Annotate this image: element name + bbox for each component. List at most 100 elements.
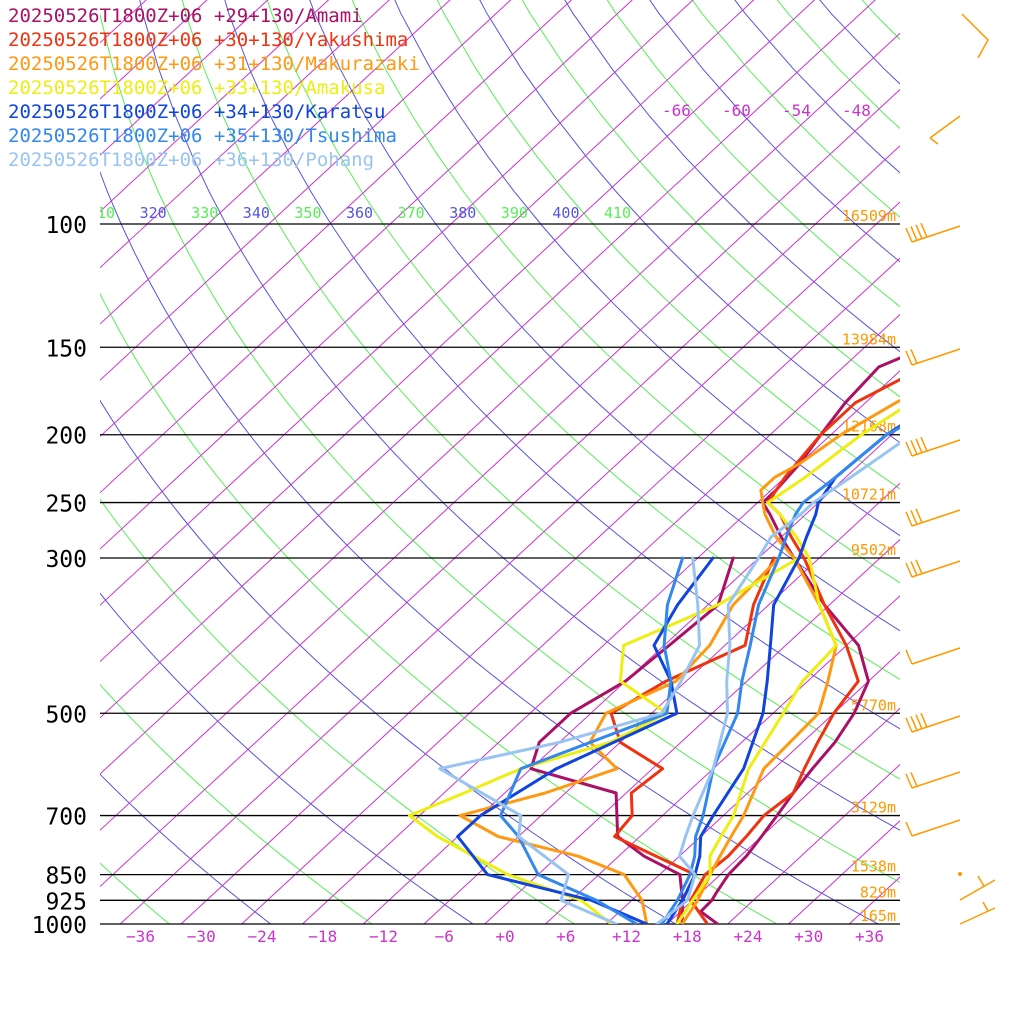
dewpoint-line: [456, 556, 715, 924]
temperature-tick-label: +6: [556, 927, 575, 946]
legend-entry: 20250526T1800Z+06 +34+130/Karatsu: [8, 101, 386, 123]
wind-barb: [958, 872, 996, 925]
temperature-tick-label: −30: [187, 927, 216, 946]
wind-barb: [905, 436, 961, 457]
isotherm: [423, 482, 900, 924]
pressure-tick-label: 300: [45, 547, 87, 573]
wind-barb: [905, 771, 961, 789]
dry-adiabat: [100, 592, 474, 924]
isotherm: [100, 0, 390, 269]
temperature-tick-label: +36: [855, 927, 884, 946]
temperature-tick-label: −18: [308, 927, 337, 946]
height-label: 1538m: [851, 858, 896, 876]
pressure-tick-label: 700: [45, 805, 87, 831]
isotherm: [362, 426, 900, 924]
temperature-tick-label: +24: [734, 927, 763, 946]
isotherm: [848, 876, 900, 924]
pressure-tick-label: 925: [45, 889, 87, 915]
chart-legend: 20250526T1800Z+06 +29+130/Amami 20250526T…: [8, 4, 420, 172]
temperature-tick-label: +30: [794, 927, 823, 946]
temperature-line: [675, 408, 900, 924]
theta-label: 400: [552, 204, 579, 222]
isotherm: [484, 538, 900, 924]
wind-barb: [905, 508, 961, 527]
legend-entry: 20250526T1800Z+06 +36+130/Pohang: [8, 149, 375, 171]
isotherm-label: -54: [782, 101, 811, 120]
temperature-tick-label: −6: [435, 927, 454, 946]
wind-barb: [905, 222, 961, 243]
isotherm-label: -48: [842, 101, 871, 120]
theta-label: 380: [449, 204, 476, 222]
dry-adiabat: [649, 0, 900, 263]
temperature-tick-label: +18: [673, 927, 702, 946]
isotherm: [971, 0, 1024, 924]
theta-label: 350: [294, 204, 321, 222]
dewpoint-line: [458, 556, 781, 924]
height-label: 16509m: [842, 207, 896, 225]
pressure-tick-label: 100: [45, 213, 87, 239]
pressure-tick-label: 850: [45, 864, 87, 890]
theta-label: 390: [501, 204, 528, 222]
dry-adiabat: [855, 0, 1024, 924]
wind-barb: [905, 712, 961, 733]
dry-adiabat: [479, 0, 900, 444]
theta-label: 330: [191, 204, 218, 222]
theta-label: 410: [604, 204, 631, 222]
temperature-line: [660, 425, 900, 924]
isotherm: [727, 763, 900, 924]
dry-adiabat: [100, 683, 373, 924]
temperature-line: [689, 377, 900, 924]
pressure-tick-label: 250: [45, 492, 87, 518]
dewpoint-line: [499, 556, 685, 924]
isotherm: [910, 0, 1024, 924]
pressure-tick-label: 150: [45, 336, 87, 362]
dry-adiabat: [776, 0, 900, 130]
dry-adiabat: [564, 0, 900, 353]
theta-label: 320: [140, 204, 167, 222]
theta-label: 340: [243, 204, 270, 222]
pressure-tick-label: 500: [45, 702, 87, 728]
dry-adiabat: [100, 862, 170, 924]
isotherm: [605, 651, 900, 924]
isotherm-label: -66: [662, 101, 691, 120]
dry-adiabat: [100, 773, 271, 924]
legend-entry: 20250526T1800Z+06 +33+130/Amakusa: [8, 77, 386, 99]
temperature-line: [680, 398, 900, 924]
wind-barb: [905, 819, 961, 837]
temperature-tick-label: +12: [612, 927, 641, 946]
wind-barb: [905, 348, 961, 366]
height-label: 13984m: [842, 330, 896, 348]
wind-barbs: [905, 13, 996, 925]
legend-entry: 20250526T1800Z+06 +30+130/Yakushima: [8, 29, 409, 51]
isotherm: [545, 595, 900, 924]
isotherm: [100, 0, 451, 325]
dry-adiabat: [895, 0, 1024, 924]
height-label: 3129m: [851, 799, 896, 817]
temperature-line: [665, 424, 900, 924]
temperature-line: [655, 441, 900, 924]
isotherm: [100, 0, 330, 213]
isotherm: [100, 0, 269, 156]
wind-barb: [929, 115, 961, 145]
dry-adiabat: [100, 498, 575, 924]
temperature-tick-label: +0: [495, 927, 514, 946]
isotherm: [666, 707, 900, 924]
temperature-tick-label: −24: [248, 927, 277, 946]
isotherm-label: -60: [722, 101, 751, 120]
dewpoint-line: [438, 556, 701, 924]
pressure-tick-label: 200: [45, 424, 87, 450]
height-label: 165m: [860, 907, 896, 925]
temperature-tick-label: −12: [369, 927, 398, 946]
temperature-tick-label: −36: [126, 927, 155, 946]
dry-adiabat: [819, 0, 900, 85]
pressure-tick-label: 1000: [32, 913, 87, 939]
wind-barb: [905, 559, 961, 578]
wind-barb: [905, 647, 961, 665]
dewpoint-line: [529, 556, 735, 924]
temperature-line: [699, 356, 900, 924]
wind-barb: [961, 13, 989, 59]
isotherm: [100, 0, 512, 381]
soundings: [408, 356, 900, 924]
theta-label: 370: [398, 204, 425, 222]
